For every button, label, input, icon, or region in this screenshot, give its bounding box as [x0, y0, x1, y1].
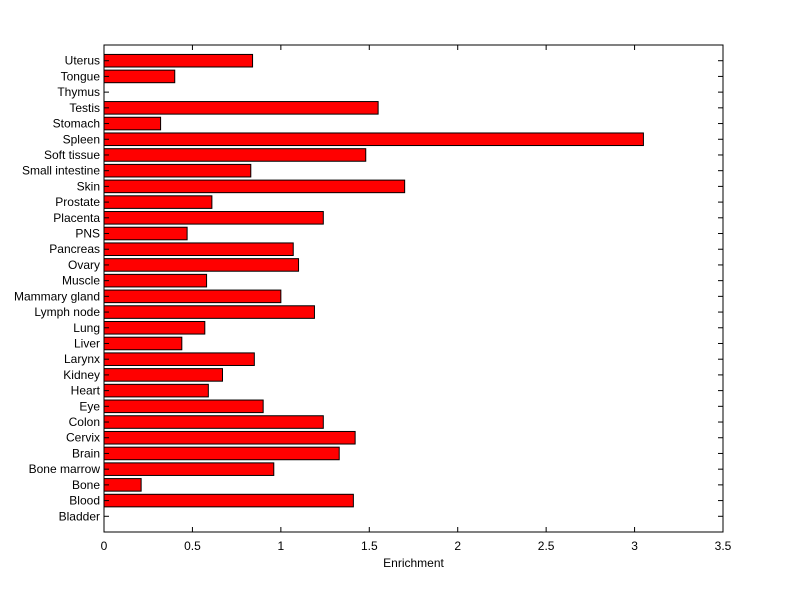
y-tick-label: Bone — [72, 478, 100, 492]
bar — [103, 430, 356, 445]
bar — [103, 116, 162, 131]
bar — [103, 462, 275, 476]
y-tick-label: Colon — [69, 415, 100, 429]
bar — [103, 336, 183, 351]
bar — [103, 211, 324, 225]
y-tick-label: Tongue — [61, 69, 101, 83]
bar — [103, 289, 282, 304]
bar — [103, 69, 176, 84]
y-tick-label: PNS — [75, 227, 100, 241]
bar — [103, 195, 213, 209]
bar — [103, 368, 223, 382]
bar — [103, 478, 142, 492]
bar — [103, 242, 294, 257]
y-tick-label: Thymus — [57, 85, 100, 99]
x-tick-label: 0.5 — [184, 539, 201, 553]
y-tick-label: Kidney — [63, 368, 100, 382]
y-tick-label: Small intestine — [22, 164, 100, 178]
bar — [103, 415, 324, 429]
y-tick-label: Bone marrow — [29, 462, 101, 476]
bar — [103, 179, 406, 194]
bar — [103, 305, 315, 319]
x-axis-label: Enrichment — [383, 556, 444, 570]
x-tick-label: 0 — [101, 539, 108, 553]
bar — [103, 148, 367, 162]
y-tick-label: Liver — [74, 336, 100, 350]
y-tick-label: Uterus — [65, 54, 100, 68]
y-tick-label: Blood — [69, 494, 100, 508]
bar — [103, 352, 255, 366]
y-tick-label: Muscle — [62, 274, 100, 288]
y-tick-label: Lymph node — [34, 305, 100, 319]
y-tick-label: Heart — [71, 384, 101, 398]
y-tick-label: Eye — [79, 399, 100, 413]
y-tick-label: Cervix — [66, 431, 100, 445]
x-tick-label: 1 — [278, 539, 285, 553]
bar — [103, 399, 264, 414]
y-tick-label: Ovary — [68, 258, 100, 272]
bar — [103, 226, 188, 241]
bar — [103, 320, 206, 335]
bar — [103, 258, 300, 272]
y-tick-label: Mammary gland — [14, 289, 100, 303]
y-tick-label: Spleen — [63, 132, 100, 146]
bar — [103, 132, 644, 147]
x-tick-label: 1.5 — [361, 539, 378, 553]
bar — [103, 163, 252, 178]
plot-frame — [103, 44, 724, 533]
y-tick-label: Stomach — [53, 117, 100, 131]
x-tick-label: 3 — [631, 539, 638, 553]
bar — [103, 273, 208, 288]
x-tick-label: 2 — [454, 539, 461, 553]
x-tick-label: 2.5 — [538, 539, 555, 553]
y-tick-label: Larynx — [64, 352, 100, 366]
y-tick-label: Lung — [73, 321, 100, 335]
bar — [103, 446, 340, 461]
y-tick-label: Skin — [77, 179, 100, 193]
y-tick-label: Prostate — [55, 195, 100, 209]
bar — [103, 53, 254, 68]
y-tick-label: Pancreas — [49, 242, 100, 256]
bar — [103, 493, 354, 508]
y-tick-label: Placenta — [53, 211, 100, 225]
y-tick-label: Brain — [72, 446, 100, 460]
y-tick-label: Bladder — [59, 509, 100, 523]
x-tick-label: 3.5 — [715, 539, 732, 553]
bar — [103, 101, 379, 115]
y-tick-label: Testis — [69, 101, 100, 115]
y-tick-label: Soft tissue — [44, 148, 100, 162]
bar — [103, 383, 209, 398]
